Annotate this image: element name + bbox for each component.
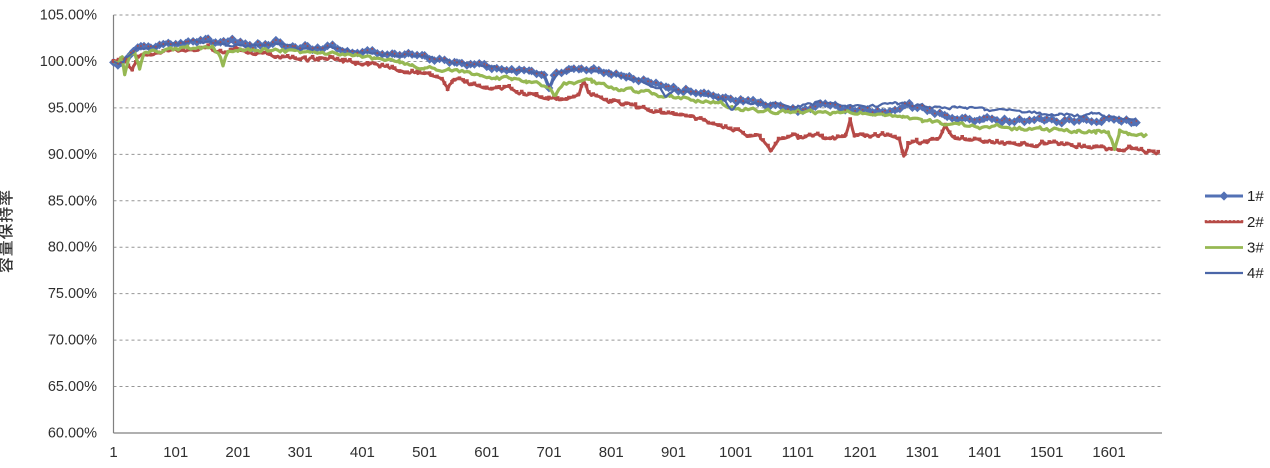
legend-label: 4# [1247, 265, 1264, 282]
y-tick-label: 65.00% [48, 379, 97, 395]
x-tick-label: 701 [537, 444, 562, 461]
y-tick-label: 100.00% [40, 54, 97, 70]
x-tick-label: 101 [163, 444, 188, 461]
y-tick-label: 90.00% [48, 147, 97, 163]
legend-label: 1# [1247, 188, 1264, 205]
x-tick-label: 301 [288, 444, 313, 461]
y-axis-title-glyph [0, 223, 13, 240]
y-tick-label: 60.00% [48, 426, 97, 442]
legend-label: 3# [1247, 240, 1264, 257]
y-axis-title-glyph [0, 257, 13, 273]
x-tick-label: 1601 [1092, 444, 1125, 461]
y-axis-title [0, 190, 13, 273]
y-axis-title-glyph [0, 190, 13, 206]
y-axis-title-glyph [0, 241, 13, 256]
series-2-line [113, 44, 1160, 158]
legend-label: 2# [1247, 214, 1264, 231]
legend-item-4#: 4# [1205, 265, 1264, 282]
y-tick-label: 80.00% [48, 240, 97, 256]
series-4-line [112, 38, 1137, 121]
legend: 1# 2# 3# 4# [1204, 188, 1264, 282]
legend-key-marker-diamond [1219, 191, 1229, 201]
y-axis-title-glyph [0, 207, 13, 223]
series-group [109, 34, 1161, 158]
x-tick-label: 601 [474, 444, 499, 461]
y-tick-label: 70.00% [48, 333, 97, 349]
x-tick-label: 1301 [906, 444, 939, 461]
x-tick-label: 401 [350, 444, 375, 461]
legend-item-1#: 1# [1205, 188, 1264, 205]
legend-key-marker-squares [1204, 220, 1244, 223]
x-tick-label: 1401 [968, 444, 1001, 461]
y-tick-label: 75.00% [48, 286, 97, 302]
y-tick-label: 95.00% [48, 100, 97, 116]
legend-item-2#: 2# [1204, 214, 1264, 231]
y-tick-label: 85.00% [48, 193, 97, 209]
x-tick-label: 801 [599, 444, 624, 461]
series-3-line [112, 44, 1149, 152]
x-tick-label: 901 [661, 444, 686, 461]
x-tick-label: 1 [109, 444, 117, 461]
legend-item-3#: 3# [1205, 240, 1264, 257]
series-2-markers [111, 43, 1161, 156]
x-tick-label: 501 [412, 444, 437, 461]
y-tick-label: 105.00% [40, 8, 97, 24]
x-tick-label: 1001 [719, 444, 752, 461]
x-tick-label: 1501 [1030, 444, 1063, 461]
x-tick-label: 201 [225, 444, 250, 461]
x-tick-label: 1201 [843, 444, 876, 461]
x-tick-label: 1101 [782, 444, 814, 461]
